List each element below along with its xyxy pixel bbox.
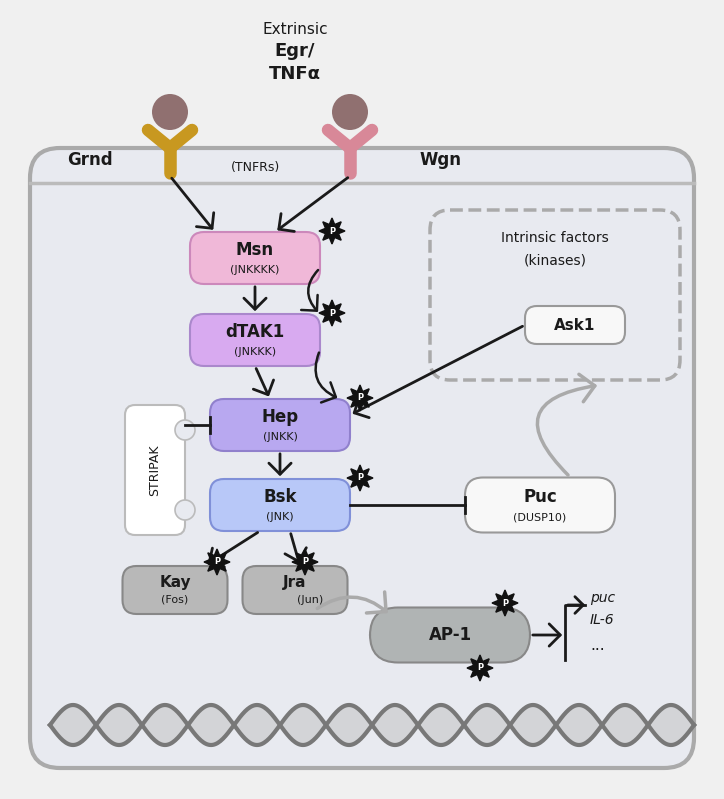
Text: Jra: Jra	[283, 575, 307, 590]
Polygon shape	[319, 300, 345, 326]
Text: P: P	[302, 558, 308, 566]
Text: P: P	[477, 663, 483, 673]
Text: (JNKK): (JNKK)	[263, 432, 298, 442]
Text: (Fos): (Fos)	[161, 595, 189, 605]
FancyBboxPatch shape	[210, 399, 350, 451]
Polygon shape	[492, 590, 518, 616]
FancyBboxPatch shape	[243, 566, 348, 614]
Text: P: P	[329, 308, 335, 317]
FancyBboxPatch shape	[125, 405, 185, 535]
FancyBboxPatch shape	[465, 478, 615, 532]
FancyBboxPatch shape	[370, 607, 530, 662]
Circle shape	[332, 94, 368, 130]
FancyBboxPatch shape	[30, 148, 694, 768]
Text: (DUSP10): (DUSP10)	[513, 512, 567, 522]
Text: Ask1: Ask1	[555, 317, 596, 332]
Polygon shape	[347, 385, 373, 411]
Text: STRIPAK: STRIPAK	[148, 444, 161, 495]
Polygon shape	[204, 549, 230, 575]
Text: Kay: Kay	[159, 575, 191, 590]
FancyBboxPatch shape	[525, 306, 625, 344]
Text: AP-1: AP-1	[429, 626, 471, 644]
Text: Extrinsic: Extrinsic	[262, 22, 328, 37]
Text: dTAK1: dTAK1	[225, 323, 285, 341]
Text: (JNKKKK): (JNKKKK)	[230, 265, 279, 275]
Text: (kinases): (kinases)	[523, 253, 586, 267]
Polygon shape	[292, 549, 318, 575]
Text: Egr/: Egr/	[274, 42, 315, 60]
Text: P: P	[357, 393, 363, 403]
FancyBboxPatch shape	[190, 314, 320, 366]
Text: IL-6: IL-6	[590, 613, 615, 627]
Text: Wgn: Wgn	[419, 151, 461, 169]
FancyBboxPatch shape	[210, 479, 350, 531]
Text: P: P	[329, 226, 335, 236]
Text: Puc: Puc	[523, 488, 557, 506]
Polygon shape	[467, 655, 493, 681]
Text: (Jun): (Jun)	[297, 595, 323, 605]
Text: P: P	[214, 558, 220, 566]
Text: puc: puc	[590, 591, 615, 605]
Text: Bsk: Bsk	[264, 488, 297, 506]
FancyBboxPatch shape	[430, 210, 680, 380]
Text: P: P	[357, 474, 363, 483]
Text: Grnd: Grnd	[67, 151, 113, 169]
FancyBboxPatch shape	[190, 232, 320, 284]
Circle shape	[175, 420, 195, 440]
Text: (JNKKK): (JNKKK)	[234, 347, 276, 357]
Text: ...: ...	[590, 638, 605, 653]
Text: TNFα: TNFα	[269, 65, 321, 83]
Text: P: P	[502, 598, 508, 607]
Circle shape	[152, 94, 188, 130]
Text: (JNK): (JNK)	[266, 512, 294, 522]
Text: (TNFRs): (TNFRs)	[230, 161, 279, 174]
Text: Intrinsic factors: Intrinsic factors	[501, 231, 609, 245]
Polygon shape	[319, 218, 345, 244]
Text: Hep: Hep	[261, 408, 298, 426]
Text: Msn: Msn	[236, 241, 274, 259]
Polygon shape	[347, 465, 373, 491]
FancyBboxPatch shape	[122, 566, 227, 614]
Circle shape	[175, 500, 195, 520]
